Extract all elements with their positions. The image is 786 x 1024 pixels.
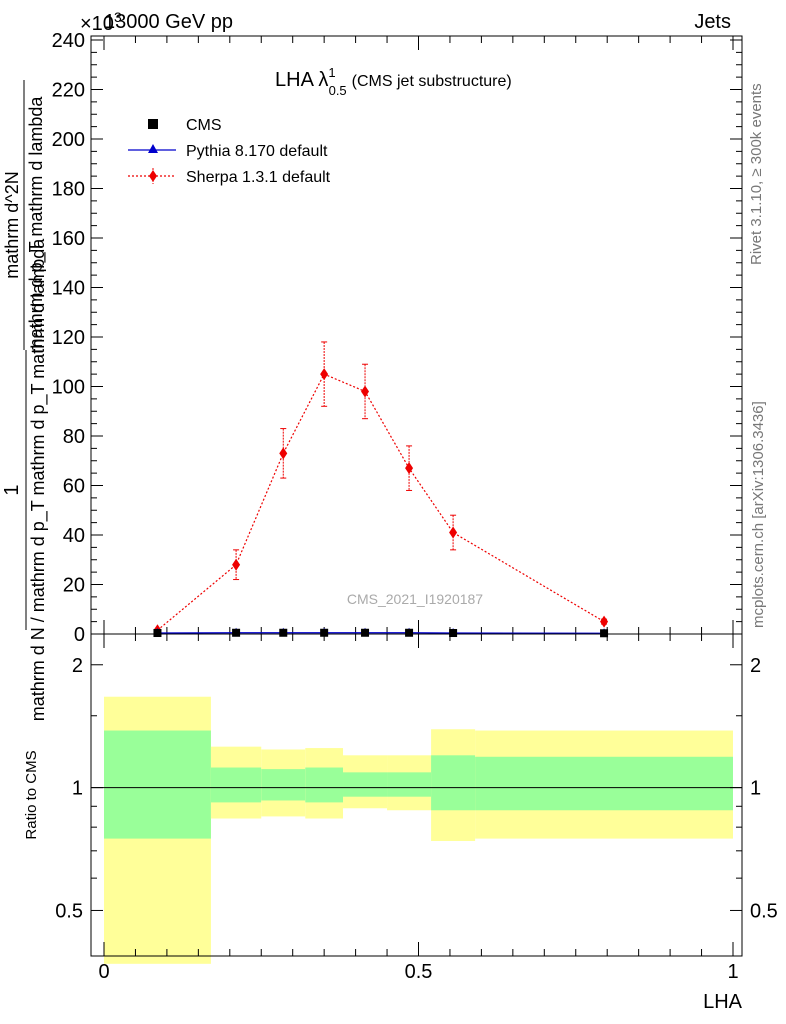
legend-pythia-label: Pythia 8.170 default	[186, 143, 328, 160]
ratio-bands	[91, 696, 742, 964]
cms-point	[361, 628, 370, 637]
legend-pythia-marker	[148, 144, 158, 153]
ratio-plot-frame	[90, 633, 743, 957]
cms-point	[405, 628, 414, 637]
sherpa-point	[279, 447, 288, 460]
green-band	[431, 755, 476, 811]
mcplots-label: mcplots.cern.ch [arXiv:1306.3436]	[750, 401, 767, 628]
sherpa-point	[232, 558, 241, 571]
ratio-y-label: Ratio to CMS	[23, 750, 40, 839]
green-band	[343, 772, 388, 797]
cms-point	[449, 629, 458, 638]
cms-point	[279, 628, 288, 637]
green-band	[261, 769, 306, 801]
rivet-label: Rivet 3.1.10, ≥ 300k events	[748, 83, 765, 265]
y-tick-label: 80	[63, 426, 85, 448]
plot-title: LHA λ1 0.5(CMS jet substructure)	[275, 65, 512, 98]
cms-point	[320, 628, 329, 637]
y-label-den: mathrm d N / mathrm d p_T mathrm d p_T m…	[28, 238, 49, 721]
green-band	[305, 767, 344, 803]
green-band	[104, 730, 211, 839]
sherpa-point	[405, 462, 414, 475]
sherpa-point	[361, 385, 370, 398]
legend-sherpa-label: Sherpa 1.3.1 default	[186, 169, 331, 186]
cms-point	[600, 629, 609, 638]
y-tick-label: 40	[63, 525, 85, 547]
ratio-y-tick-label-right: 0.5	[750, 900, 778, 922]
sherpa-point	[449, 526, 458, 539]
sherpa-point	[320, 368, 329, 381]
legend-sherpa-marker	[149, 170, 157, 182]
y-label-one: 1	[1, 484, 23, 495]
cms-point	[232, 628, 241, 637]
sherpa-point	[600, 615, 609, 628]
cms-point	[153, 629, 162, 638]
ratio-y-tick-label: 2	[72, 655, 83, 677]
y-tick-label: 200	[52, 129, 85, 151]
main-y-ticks: 0 20 40 60 80 100 120 140 160 180 200 220 240	[52, 30, 742, 646]
x-axis-label: LHA	[703, 991, 743, 1013]
y-tick-label: 0	[74, 624, 85, 646]
y-tick-label: 100	[52, 377, 85, 399]
header-left: 13000 GeV pp	[104, 11, 233, 33]
main-data-layer	[153, 341, 609, 638]
y-tick-label: 20	[63, 575, 85, 597]
y-tick-label: 140	[52, 278, 85, 300]
y-tick-label: 180	[52, 179, 85, 201]
y-tick-label: 220	[52, 80, 85, 102]
ratio-y-tick-label: 0.5	[55, 900, 83, 922]
y-tick-label: 160	[52, 228, 85, 250]
ratio-ticks: 0.5 0.5 1 1 2 2 0 0.5 1	[55, 634, 778, 983]
legend-cms-label: CMS	[186, 117, 222, 134]
watermark: CMS_2021_I1920187	[347, 591, 483, 607]
x-tick-label: 0.5	[405, 961, 433, 983]
green-band	[475, 756, 733, 811]
y-tick-label: 120	[52, 327, 85, 349]
y-tick-label: 60	[63, 476, 85, 498]
y-exponent: ×103	[80, 9, 122, 35]
legend-cms-marker	[148, 119, 158, 129]
green-band	[387, 772, 432, 797]
x-tick-label: 1	[727, 961, 738, 983]
ratio-y-tick-label: 1	[72, 778, 83, 800]
ratio-y-tick-label-right: 2	[750, 655, 761, 677]
green-band	[210, 767, 262, 803]
legend: CMS Pythia 8.170 default Sherpa 1.3.1 de…	[128, 117, 331, 186]
y-label-num2: mathrm d^2N	[2, 171, 22, 278]
x-tick-label: 0	[98, 961, 109, 983]
header-right: Jets	[694, 11, 731, 33]
y-tick-label: 240	[52, 30, 85, 52]
y-axis-label: 1 mathrm d N / mathrm d p_T mathrm d p_T…	[1, 80, 49, 721]
ratio-y-tick-label-right: 1	[750, 778, 761, 800]
y-label-den2: mathrm d p_T mathrm d lambda	[26, 96, 47, 354]
